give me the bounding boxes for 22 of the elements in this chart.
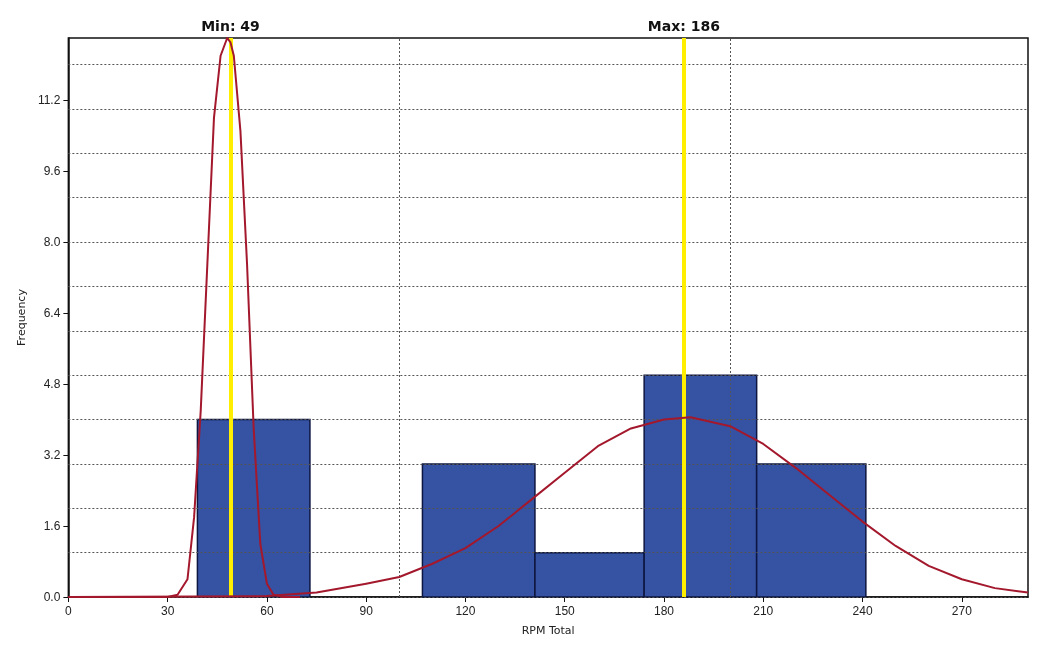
y-tick-label: 3.2 xyxy=(43,448,61,463)
x-tick-label: 90 xyxy=(359,604,374,618)
y-axis-title: Frequency xyxy=(15,288,28,346)
y-tick-label: 4.8 xyxy=(43,377,61,392)
x-tick-label: 210 xyxy=(753,604,774,618)
x-tick-label: 60 xyxy=(260,604,274,618)
ref-line-label: Min: 49 xyxy=(201,18,260,34)
y-tick-label: 0.0 xyxy=(43,590,61,604)
x-tick-label: 240 xyxy=(852,604,873,618)
x-tick-label: 270 xyxy=(951,604,973,618)
ref-line-label: Max: 186 xyxy=(647,18,720,34)
y-tick-label: 8.0 xyxy=(43,235,61,250)
x-tick-label: 180 xyxy=(653,604,675,618)
x-tick-label: 150 xyxy=(554,604,576,618)
x-tick-label: 120 xyxy=(455,604,476,618)
x-tick-label: 30 xyxy=(160,604,175,618)
x-tick-label: 0 xyxy=(65,604,73,618)
x-axis-title: RPM Total xyxy=(521,624,575,637)
y-tick-label: 11.2 xyxy=(37,93,61,108)
y-tick-label: 9.6 xyxy=(43,164,61,179)
y-tick-label: 1.6 xyxy=(43,519,61,534)
y-tick-label: 6.4 xyxy=(43,306,61,321)
